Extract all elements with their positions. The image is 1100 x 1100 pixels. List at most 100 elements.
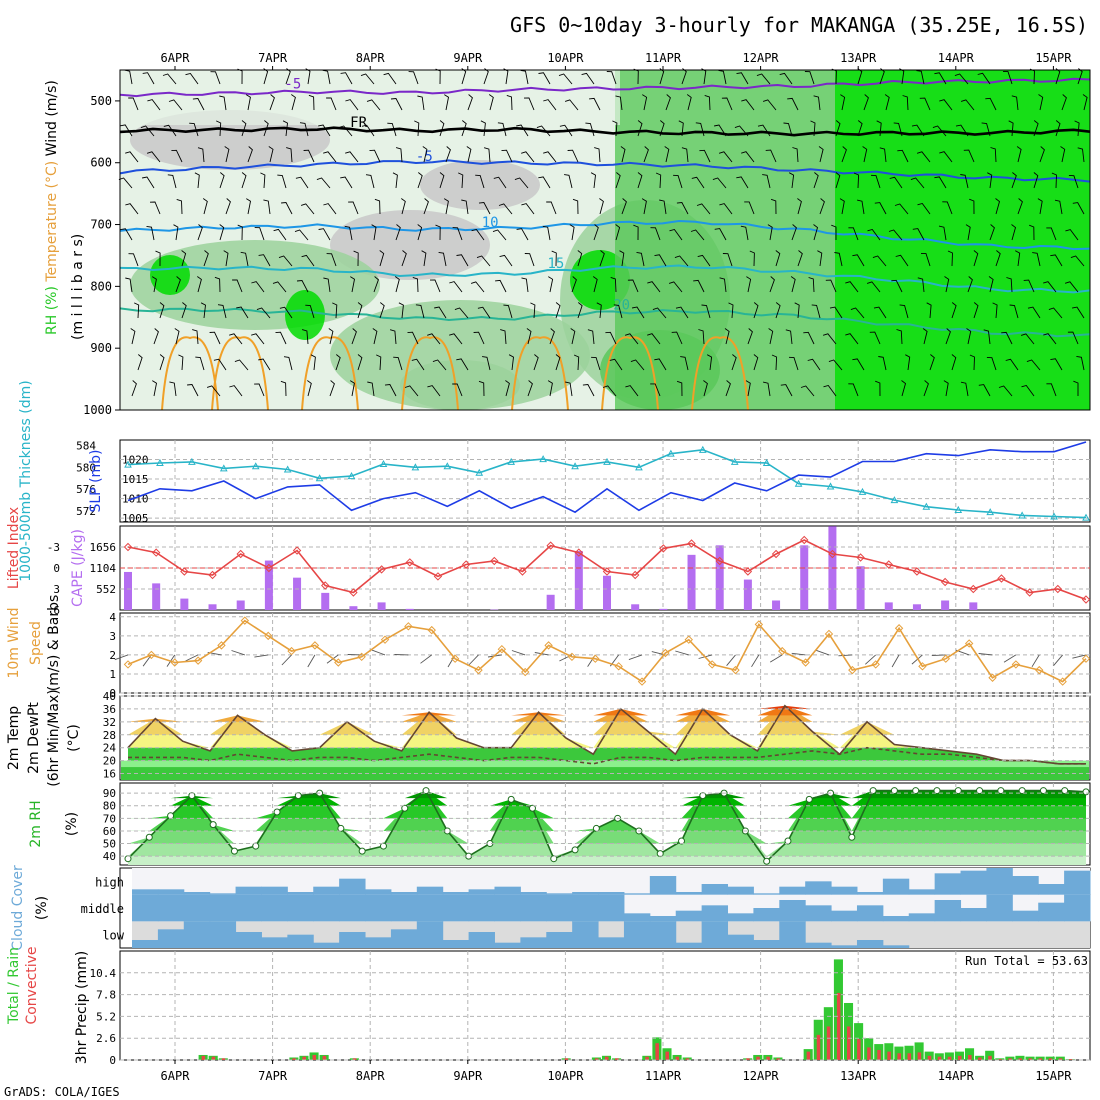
wind-barb-74 [236,306,249,319]
wind10m-marker-28 [778,646,787,656]
rh2m-marker-1 [145,833,153,841]
rh-region-moist-east [615,70,835,410]
wind-barb-203 [449,281,463,293]
wind-barb-281 [592,276,598,293]
wind-barb-57 [225,198,231,215]
wind-barb-303 [637,172,643,189]
wind-barb-225 [493,176,507,189]
wind-barb-157 [390,98,403,111]
wind-barb-129 [329,380,335,397]
lifted-index-marker-29 [940,577,950,587]
cloud-middle-cell-24 [753,908,780,922]
wind-barb-155 [367,381,375,397]
wind-barb-33 [181,250,187,267]
lifted-index-marker-17 [602,567,612,576]
wind-barb-458 [897,149,909,163]
cloud-layer-label-middle: middle [81,902,124,916]
wind-barb-180 [411,358,425,371]
wind-barb-541 [1023,279,1035,293]
isotherm-label-1: FR [350,115,367,131]
wind-barb-187 [443,198,449,215]
temp-band-5 [128,705,1086,716]
li-ytick-2: 3 [53,583,60,596]
precip-total-bar-90 [1035,1056,1045,1060]
precip-conv-bar-52 [655,1043,659,1060]
wind10m-marker-9 [334,658,343,667]
wind-barb-336 [680,356,689,371]
wind-barb-75 [229,333,243,345]
precip-total-bar-82 [954,1051,964,1060]
wind-barb-247 [538,72,551,85]
wind-barb-101 [275,331,287,345]
temp-panel-ytick-6: 16 [103,768,116,781]
cape-bar-10 [405,608,414,610]
wind-barb-184 [439,120,445,137]
wind-barb-467 [901,380,907,397]
rh2m-marker-19 [528,804,536,812]
wind-barb-236 [516,124,529,137]
wind10m-marker-19 [567,652,577,662]
wind-barb-254 [551,250,557,267]
wind-barb-229 [495,279,507,293]
cloud-low-cell-18 [598,937,625,948]
wind-barb-322 [647,333,661,345]
wind-barb-432 [862,146,868,163]
wind-barb-355 [712,177,727,189]
bottom-date-label-1: 7APR [258,1069,288,1083]
rh-panel-ytick-2: 70 [103,812,116,825]
wind-barb-283 [587,329,595,345]
bottom-date-label-0: 6APR [161,1069,191,1083]
wind-barb-115 [310,354,316,371]
wind-barb-449 [872,255,887,267]
wind10m-barb-17 [511,650,526,656]
thickness-marker-21 [794,479,803,487]
lifted-index-marker-32 [1025,588,1034,597]
wind-barb-161 [401,198,406,215]
wind-barb-566 [1070,255,1085,267]
wind-barb-144 [366,99,381,111]
cloud-middle-cell-35 [1038,902,1065,922]
wind-barb-485 [934,176,947,189]
precip-total-bar-91 [1045,1056,1055,1060]
cape-bar-26 [856,566,865,610]
precip-conv-bar-55 [685,1058,690,1060]
wind-barb-181 [404,385,419,397]
wind-barb-362 [731,354,737,371]
wind-barb-407 [813,172,819,189]
wind-barb-239 [521,203,535,215]
wind10m-marker-36 [964,639,974,648]
rh2m-line [127,789,1087,863]
cape-bar-9 [377,602,386,610]
wind-barb-456 [902,95,909,111]
wind-barb-394 [788,172,795,189]
wind-barb-99 [272,281,287,293]
cloud-middle-cell-16 [546,894,573,922]
top-date-label-8: 14APR [938,51,975,65]
wind-barb-479 [929,354,935,371]
cape-bar-21 [715,545,724,610]
cape-bar-8 [349,606,358,610]
thickness-marker-8 [379,460,388,468]
precip-conv-bar-76 [897,1053,901,1060]
lifted-index-marker-27 [884,560,893,569]
wind-barb-83 [263,199,271,215]
wind-barb-558 [1046,383,1057,397]
wind-barb-319 [654,254,667,267]
wind-barb-136 [344,225,353,241]
cloud-high-cell-1 [157,889,185,895]
wind-barb-439 [845,333,859,345]
bottom-date-label-4: 10APR [547,1069,584,1083]
wind-barb-483 [932,125,947,137]
precip-total-bar-81 [944,1052,954,1060]
wind-barb-306 [636,251,645,267]
cloud-high-cell-3 [209,893,237,895]
wind-barb-154 [376,354,382,371]
precip-panel-frame [119,950,1091,1061]
cloud-high-cell-6 [287,892,314,895]
wind-barb-201 [452,227,463,241]
wind-barb-31 [176,198,183,215]
wind-barb-77 [229,385,243,397]
wind-barb-183 [444,94,450,111]
wind10m-barb-13 [420,654,433,664]
thickness-ytick-0: 584 [76,439,96,452]
